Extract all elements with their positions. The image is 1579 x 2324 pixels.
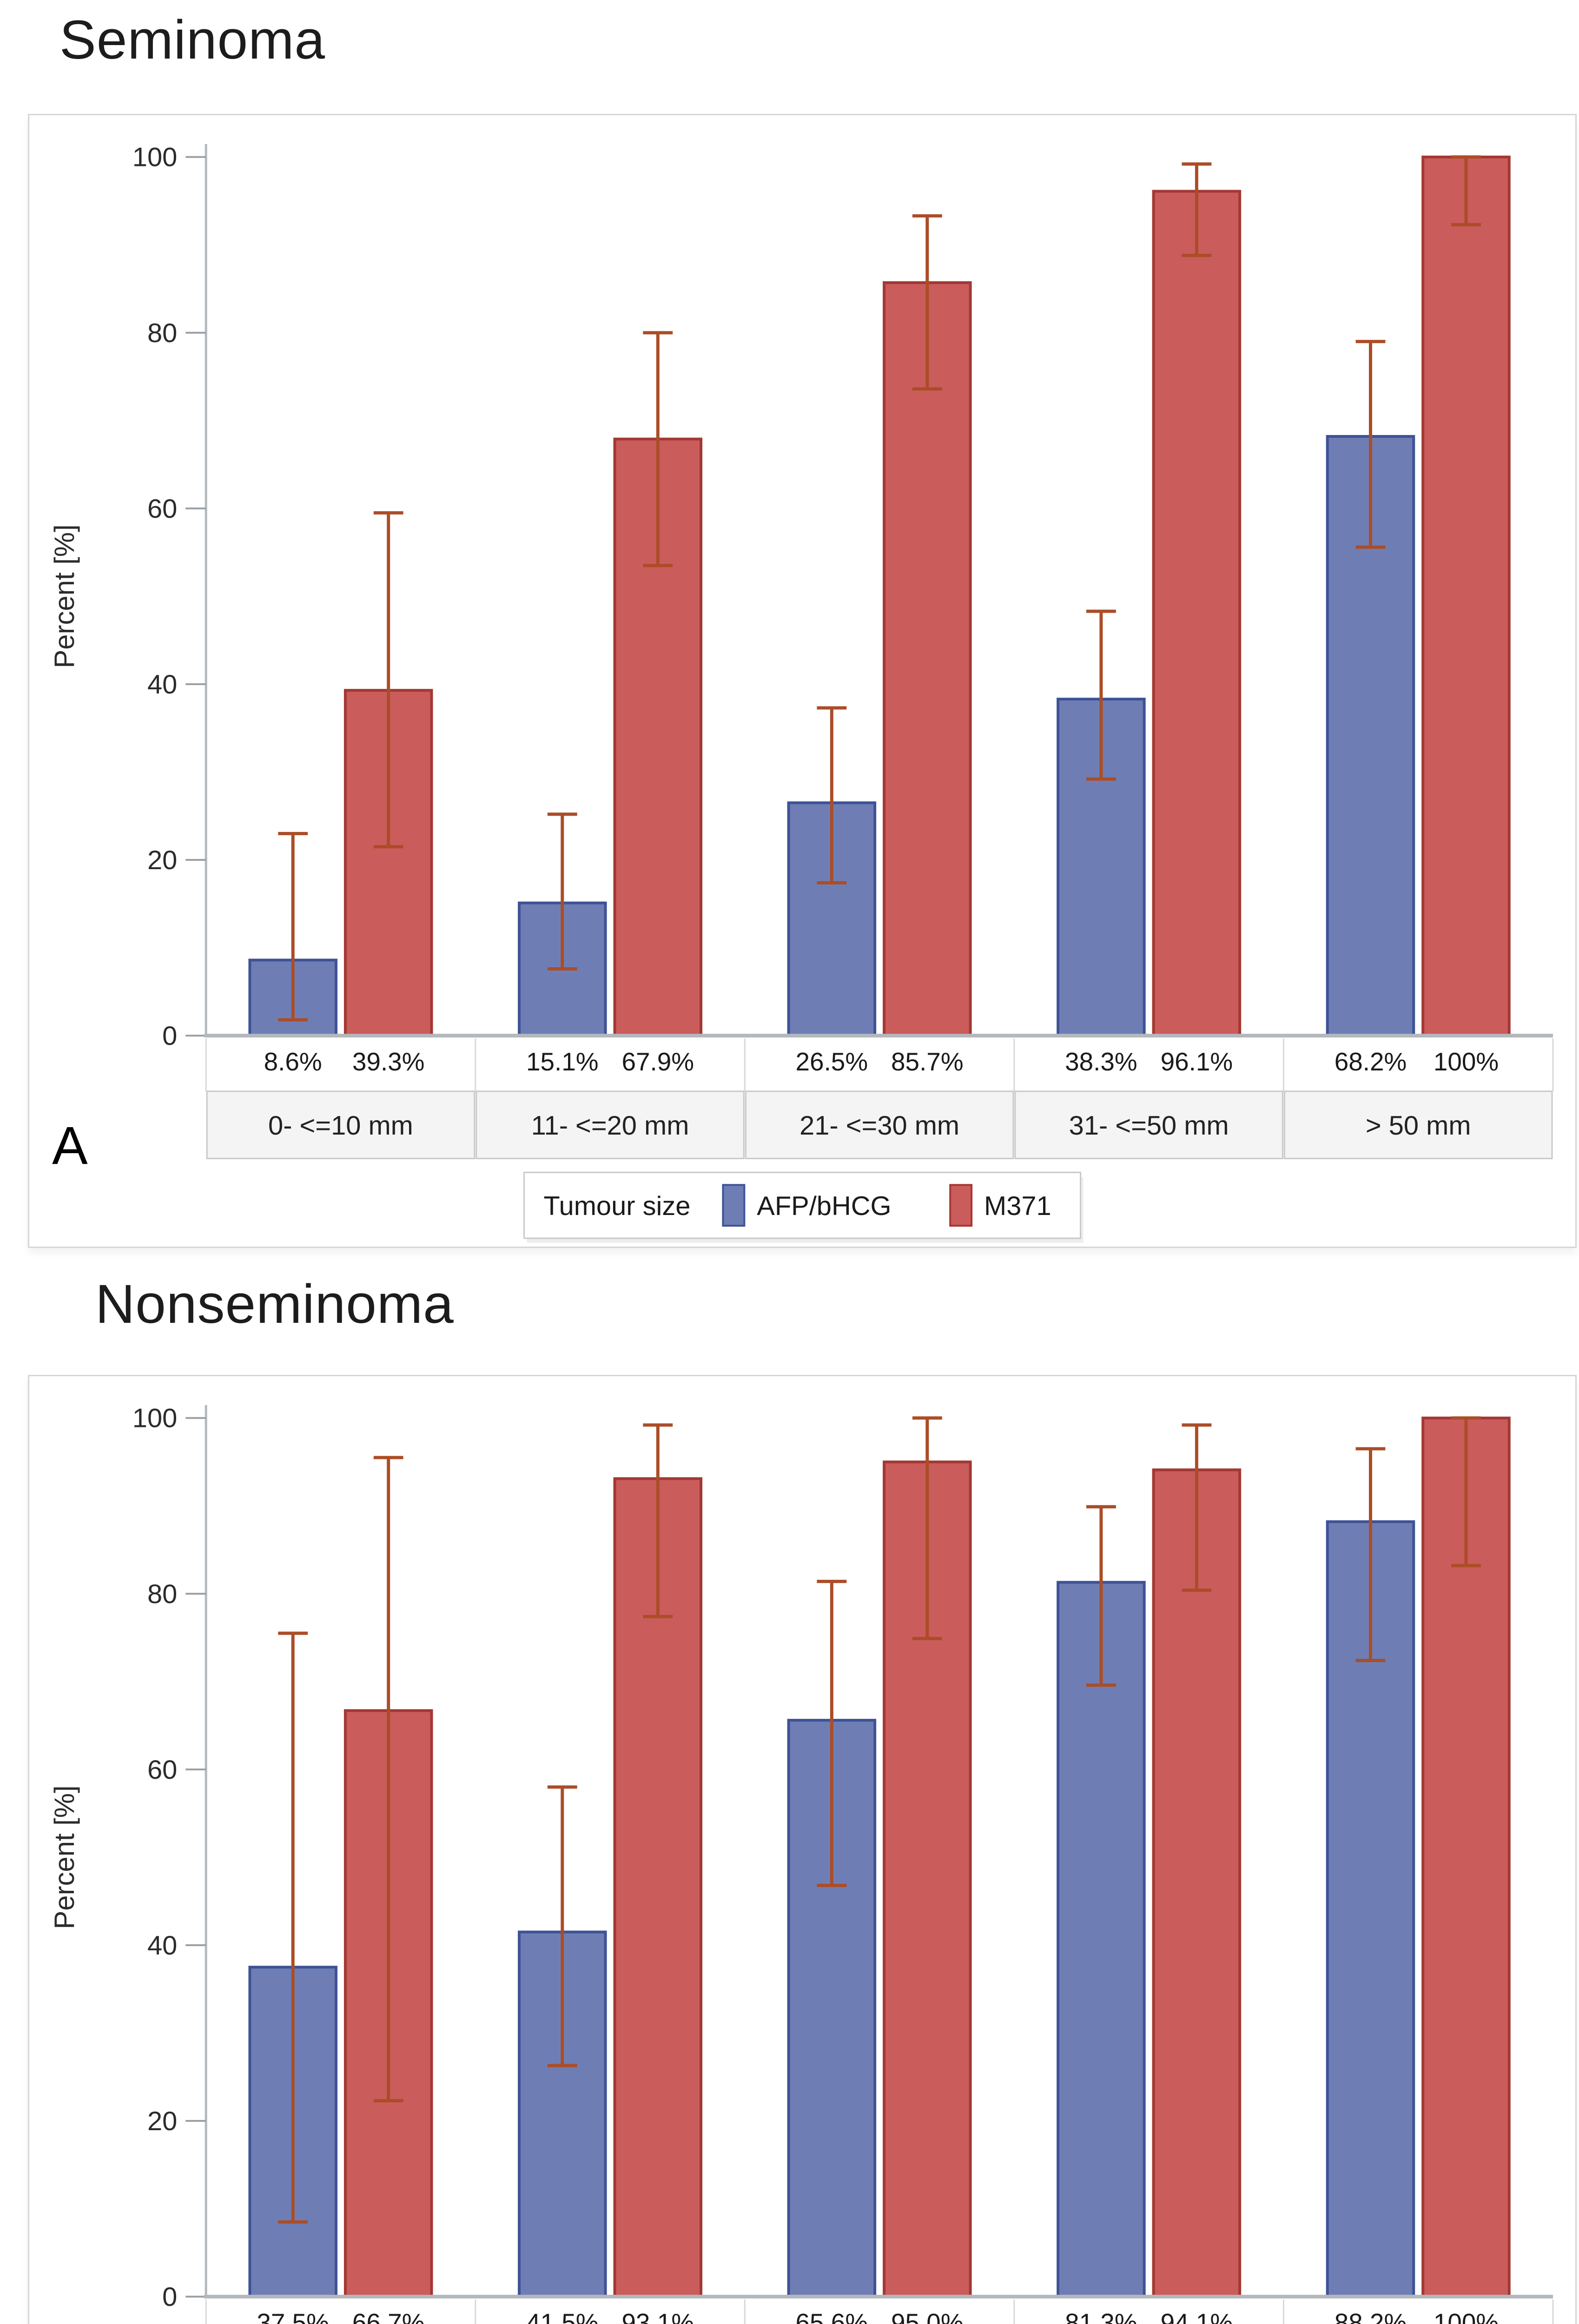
category-label: 11- <=20 mm	[531, 1111, 689, 1141]
category-cell	[206, 1090, 476, 1159]
category-cell	[476, 1090, 745, 1159]
bar-value-label: 68.2%	[1335, 1047, 1407, 1076]
bar-value-label: 39.3%	[352, 1047, 425, 1076]
y-tick-label: 80	[147, 1579, 177, 1609]
legend-label-m371: M371	[984, 1191, 1051, 1221]
category-cell	[745, 1090, 1014, 1159]
y-tick-label: 20	[147, 845, 177, 875]
bar-value-label: 93.1%	[621, 2308, 694, 2324]
y-tick-label: 100	[132, 143, 178, 172]
panel-b-title: Nonseminoma	[95, 1274, 454, 1335]
bar-value-label: 67.9%	[621, 1047, 694, 1076]
bar-value-label: 8.6%	[264, 1047, 322, 1076]
legend-box	[523, 1171, 1082, 1239]
y-tick-label: 40	[147, 1931, 177, 1961]
category-label: 31- <=50 mm	[1069, 1111, 1229, 1141]
bar-m371-2	[883, 281, 972, 1037]
category-label: 0- <=10 mm	[268, 1111, 413, 1141]
y-axis-title: Percent [%]	[49, 1785, 80, 1929]
category-label: > 50 mm	[1366, 1111, 1471, 1141]
y-tick-label: 60	[147, 494, 177, 524]
y-tick-label: 0	[162, 2282, 177, 2312]
legend-title: Tumour size	[543, 1191, 690, 1221]
bar-value-label: 96.1%	[1161, 1047, 1233, 1076]
panel-a-title: Seminoma	[59, 9, 326, 71]
bar-value-label: 88.2%	[1335, 2308, 1407, 2324]
panel-a-letter: A	[52, 1116, 88, 1175]
y-tick-label: 20	[147, 2106, 177, 2136]
bar-m371-4	[1421, 155, 1511, 1037]
bar-value-label: 81.3%	[1065, 2308, 1137, 2324]
y-tick-label: 40	[147, 670, 177, 700]
legend-label-afp-bhcg: AFP/bHCG	[757, 1191, 891, 1221]
category-cell	[1283, 1090, 1553, 1159]
category-label: 21- <=30 mm	[799, 1111, 959, 1141]
bar-value-label: 85.7%	[891, 1047, 964, 1076]
y-tick-label: 0	[162, 1021, 177, 1051]
bar-value-label: 37.5%	[257, 2308, 329, 2324]
bar-value-label: 95.0%	[891, 2308, 964, 2324]
y-tick-label: 60	[147, 1755, 177, 1785]
category-cell	[1014, 1090, 1283, 1159]
bar-m371-3	[1152, 1468, 1242, 2298]
nonseminoma-bar-chart: 0 20 40 60 80 100 Percent [%] 37.5% 66.7% 41.5% 93…	[49, 1404, 1554, 2324]
bar-value-label: 41.5%	[526, 2308, 599, 2324]
legend-swatch-afp-bhcg	[722, 1184, 746, 1227]
y-axis-title: Percent [%]	[49, 524, 80, 668]
bar-value-label: 65.6%	[796, 2308, 868, 2324]
bar-value-label: 100%	[1434, 1047, 1499, 1076]
bar-value-label: 66.7%	[352, 2308, 425, 2324]
panel-a-chart: 0 20 40 60 80 100 Percent [%] 8.6% 39.3% 15.1% 67.…	[28, 114, 1577, 1248]
y-tick-label: 80	[147, 318, 177, 348]
bar-value-label: 26.5%	[796, 1047, 868, 1076]
seminoma-bar-chart: 0 20 40 60 80 100 Percent [%] 8.6% 39.3% 15.1% 67.…	[49, 143, 1554, 1243]
bar-value-label: 100%	[1434, 2308, 1499, 2324]
bar-value-label: 38.3%	[1065, 1047, 1137, 1076]
bar-value-label: 15.1%	[526, 1047, 599, 1076]
panel-b-chart: 0 20 40 60 80 100 Percent [%] 37.5% 66.7% 41.5% 93…	[28, 1375, 1577, 2324]
bar-afpbhcg-3	[1057, 1581, 1146, 2298]
y-tick-label: 100	[132, 1404, 178, 1433]
bar-m371-3	[1152, 190, 1242, 1037]
bar-value-label: 94.1%	[1161, 2308, 1233, 2324]
legend-swatch-m371	[949, 1184, 973, 1227]
